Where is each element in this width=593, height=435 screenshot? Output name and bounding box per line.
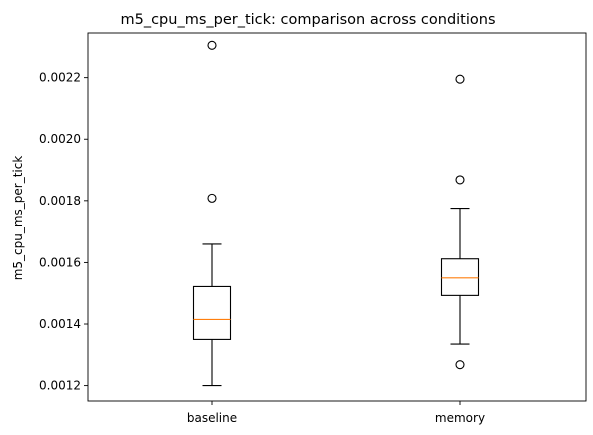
chart-title: m5_cpu_ms_per_tick: comparison across co… <box>120 12 495 28</box>
y-tick-label: 0.0012 <box>39 379 81 393</box>
outlier-point <box>455 175 465 185</box>
plot-frame <box>87 32 587 402</box>
y-tick-label: 0.0018 <box>39 194 81 208</box>
plot-area: 0.0012 0.0014 0.0016 0.0018 0.0020 0.0022 base… <box>39 40 485 425</box>
outlier-point <box>207 40 217 50</box>
y-axis-label: m5_cpu_ms_per_tick <box>11 156 25 281</box>
y-tick-label: 0.0016 <box>39 255 81 269</box>
y-tick-label: 0.0020 <box>39 132 81 146</box>
x-tick-label: memory <box>435 411 485 425</box>
outlier-point <box>455 74 465 84</box>
outlier-point <box>455 360 465 370</box>
outlier-point <box>207 193 217 203</box>
x-tick-label: baseline <box>187 411 237 425</box>
y-tick-label: 0.0022 <box>39 71 81 85</box>
iqr-box <box>440 258 480 296</box>
iqr-box <box>192 285 232 340</box>
y-tick-label: 0.0014 <box>39 317 81 331</box>
